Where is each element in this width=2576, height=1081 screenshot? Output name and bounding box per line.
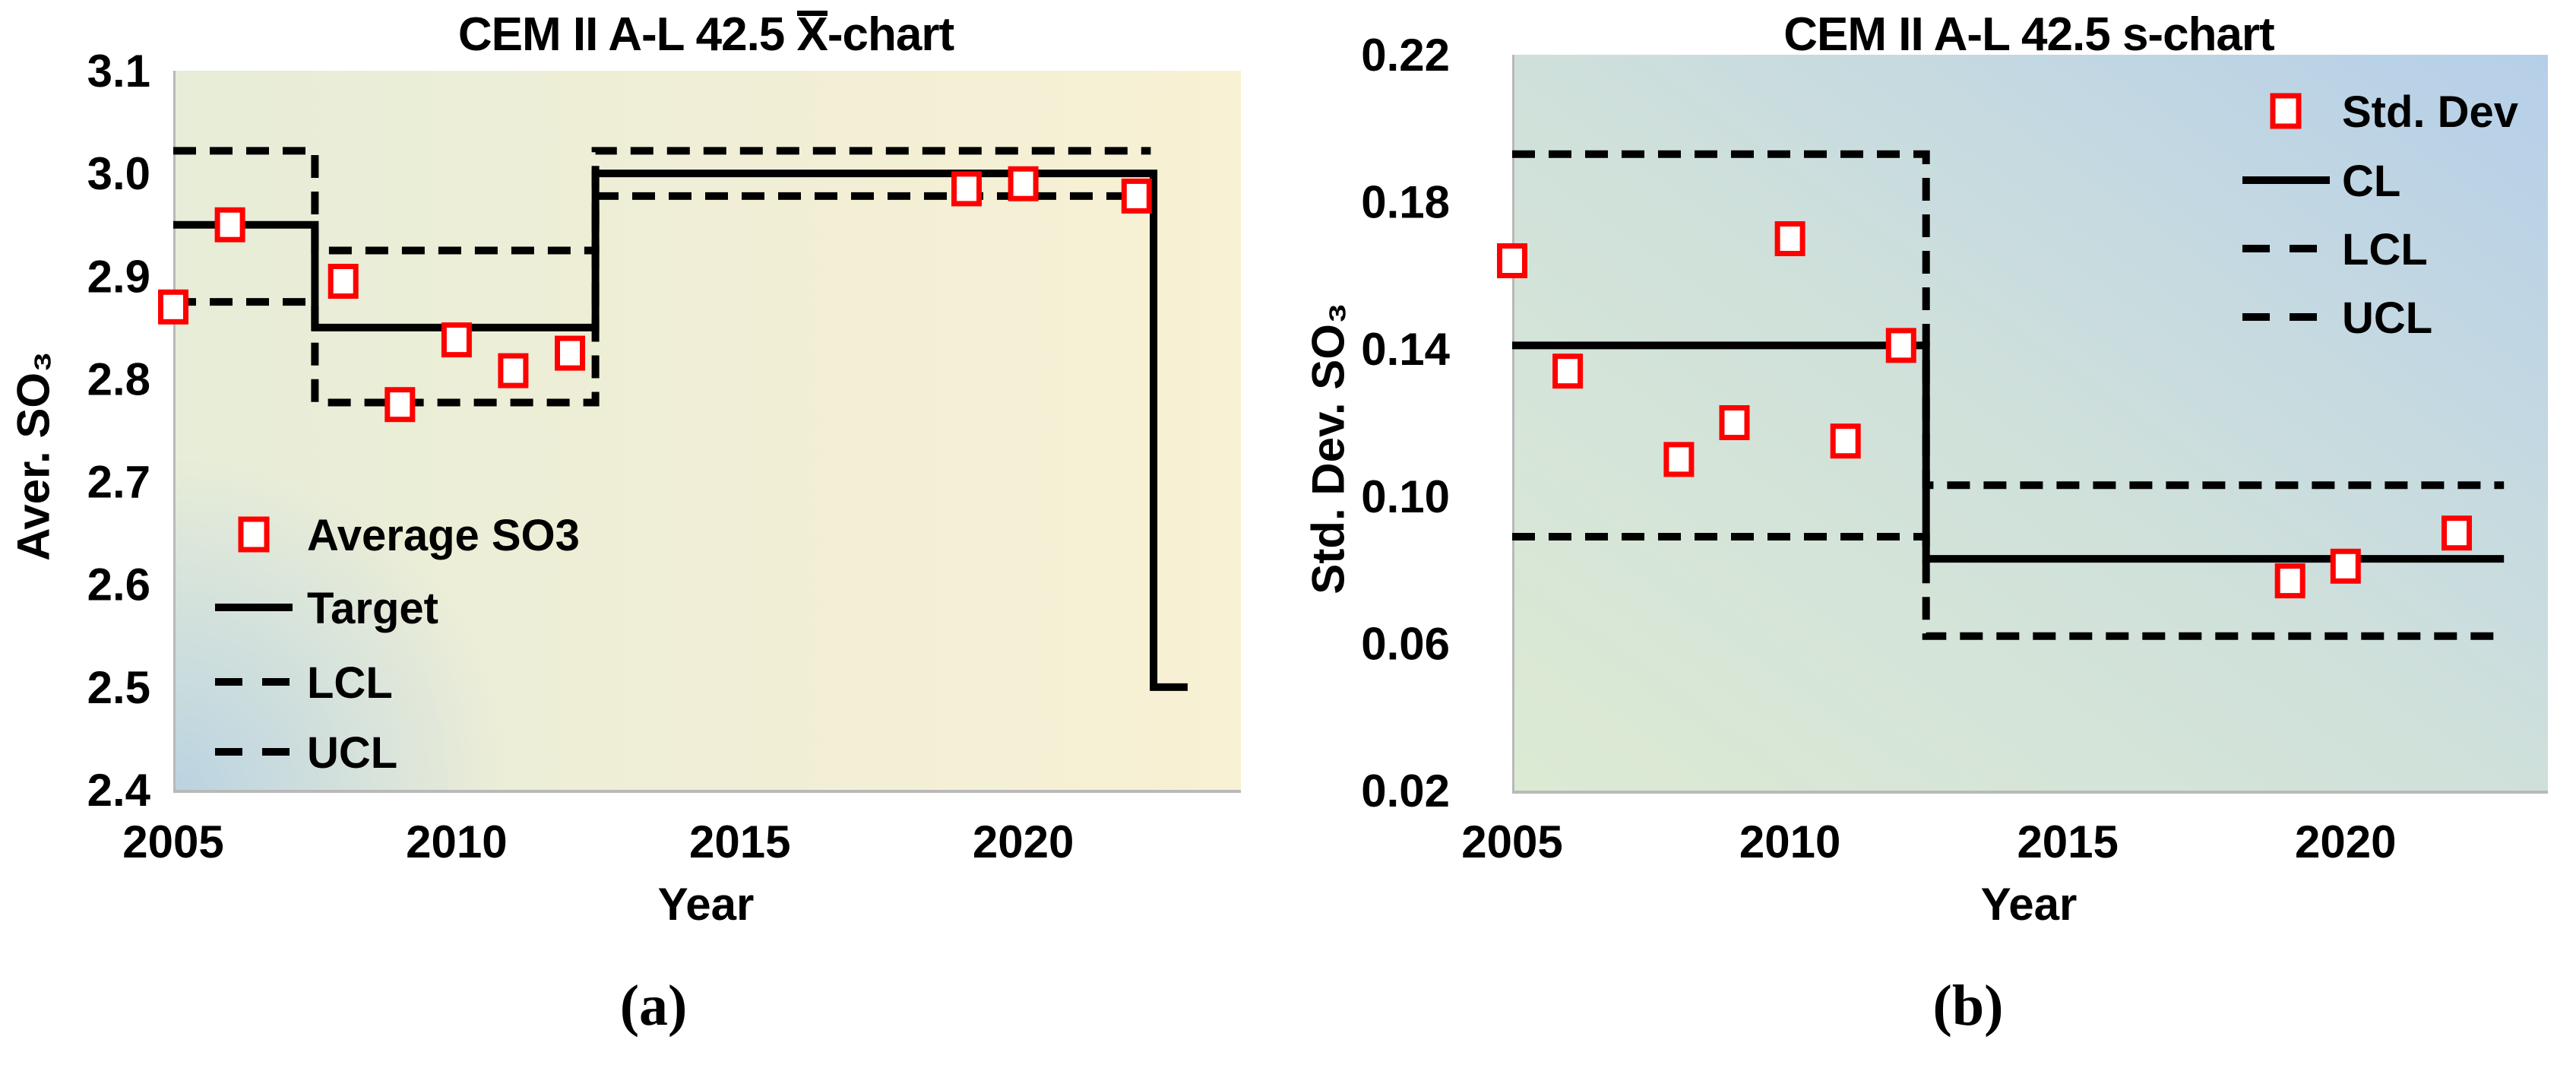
legend-marker-swatch <box>2270 93 2302 129</box>
y-tick-label: 0.22 <box>1361 30 1450 81</box>
y-tick-label: 3.1 <box>87 46 150 97</box>
x-tick-label: 2005 <box>1461 816 1562 867</box>
s-title-suffix: s-chart <box>2122 8 2275 61</box>
data-point <box>2442 515 2472 551</box>
xbar-chart-title: CEM II A-L 42.5 X-chart <box>173 8 1239 62</box>
data-point <box>2274 563 2305 599</box>
data-point <box>1497 243 1527 278</box>
legend-label: UCL <box>307 728 397 778</box>
data-point <box>158 289 188 325</box>
s-chart-title: CEM II A-L 42.5 s-chart <box>1512 8 2546 62</box>
legend-label: UCL <box>2342 293 2432 343</box>
data-point <box>1885 328 1916 363</box>
data-point <box>1830 423 1861 459</box>
x-tick-label: 2015 <box>2017 816 2118 867</box>
legend-marker-swatch <box>238 516 270 553</box>
legend-label: CL <box>2342 157 2400 206</box>
s-x-axis-label: Year <box>1980 879 2078 930</box>
data-point <box>214 207 245 243</box>
x-tick-label: 2005 <box>122 816 223 867</box>
plot-area-xbar <box>173 71 1241 793</box>
x-tick-label: 2010 <box>406 816 507 867</box>
data-point <box>1774 221 1805 256</box>
series-cl-line <box>1512 341 2505 563</box>
x-tick-label: 2020 <box>2295 816 2396 867</box>
data-point <box>1008 166 1039 201</box>
data-point <box>1121 178 1152 214</box>
data-point <box>1719 405 1750 440</box>
plot-area-s <box>1512 55 2548 794</box>
data-point <box>2330 548 2361 584</box>
y-tick-label: 2.4 <box>87 765 151 816</box>
data-point <box>385 387 416 423</box>
y-tick-label: 0.18 <box>1361 177 1450 228</box>
xbar-title-prefix: CEM II A-L 42.5 <box>457 8 797 61</box>
data-point <box>441 322 472 358</box>
y-tick-label: 2.7 <box>87 457 150 508</box>
s-title-prefix: CEM II A-L 42.5 <box>1783 8 2122 61</box>
y-tick-label: 0.10 <box>1361 471 1450 522</box>
y-tick-label: 3.0 <box>87 148 150 199</box>
legend-label: LCL <box>307 658 393 708</box>
y-tick-label: 0.02 <box>1361 766 1450 816</box>
data-point <box>328 264 359 299</box>
legend-label: LCL <box>2342 225 2428 274</box>
x-tick-label: 2010 <box>1739 816 1840 867</box>
data-point <box>1663 442 1695 477</box>
series-ucl-line <box>173 147 1151 255</box>
series-ucl-line <box>1512 150 2505 490</box>
y-tick-label: 0.14 <box>1361 324 1450 375</box>
legend-label: Std. Dev <box>2342 87 2518 137</box>
y-tick-label: 2.5 <box>87 662 150 713</box>
xbar-x-axis-label: Year <box>657 879 755 930</box>
x-tick-label: 2020 <box>973 816 1074 867</box>
series-lcl-line <box>173 192 1151 407</box>
xbar-title-suffix: -chart <box>827 8 954 61</box>
data-point <box>951 171 982 207</box>
data-point <box>498 353 529 388</box>
data-point <box>1552 353 1584 389</box>
caption-a: (a) <box>619 974 688 1038</box>
legend-label: Target <box>307 584 438 633</box>
x-tick-label: 2015 <box>689 816 790 867</box>
y-tick-label: 0.06 <box>1361 618 1450 669</box>
y-tick-label: 2.9 <box>87 251 150 302</box>
xbar-title-overlined-x: X <box>796 8 828 61</box>
legend-label: Average SO3 <box>307 511 580 560</box>
y-tick-label: 2.8 <box>87 353 150 404</box>
caption-b: (b) <box>1932 974 2004 1038</box>
y-tick-label: 2.6 <box>87 560 150 610</box>
data-point <box>555 335 585 371</box>
